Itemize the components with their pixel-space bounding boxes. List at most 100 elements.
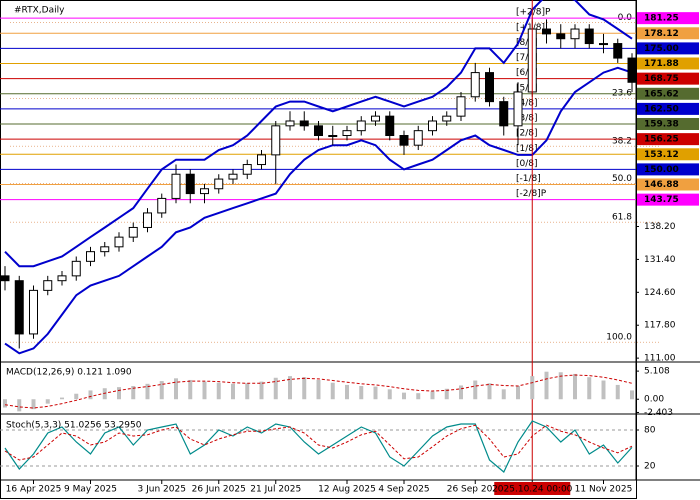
macd-bar [587,377,592,400]
candle-body [371,115,380,122]
macd-bar [3,399,7,408]
y-tick-label: 0.00 [644,395,664,405]
candle-body [157,197,167,214]
candle-body [627,57,637,83]
fib-label: 38.2 [612,137,632,147]
candle-body [356,120,366,132]
stoch-title: Stoch(5,3,3) 51.0256 53.2950 [6,421,142,431]
level-label: 150.00 [644,165,679,175]
level-badge [637,12,699,25]
level-tag: [1/8] [516,144,538,154]
candle-body [413,130,423,146]
fib-label: 100.0 [606,333,632,343]
x-tick-label: 21 Jul 2025 [250,485,301,495]
macd-bar [159,381,164,400]
chart-title: #RTX,Daily [14,6,65,16]
macd-bar [117,387,121,400]
macd-bar [231,383,235,400]
level-tag: [4/8] [516,98,538,108]
candle-body [57,275,67,282]
candle-body [499,101,509,127]
macd-bar [501,389,506,400]
level-label: 168.75 [644,74,679,84]
level-badge [637,178,699,191]
macd-bar [430,391,435,400]
level-badge [637,27,699,40]
candle-body [328,135,338,138]
level-badge [637,72,699,85]
macd-bar [74,393,79,400]
x-tick-label: 26 Sep 2025 [447,485,504,495]
candle-body [100,246,110,253]
y-tick-label: 138.20 [644,222,676,232]
macd-bar [459,385,463,400]
macd-bar [273,377,278,400]
candle-body [342,130,352,137]
candle-body [314,125,323,137]
candle-body [228,173,238,180]
candle-body [14,280,24,335]
candle-body [442,115,452,122]
macd-bar [202,381,207,400]
level-label: 175.00 [644,44,679,54]
macd-bar [359,386,364,400]
x-tick-label: 26 Jun 2025 [192,485,246,495]
level-badge [637,87,699,100]
candle-body [570,28,580,40]
macd-bar [601,380,606,400]
level-label: 181.25 [644,14,679,24]
level-badge [637,148,699,161]
macd-bar [302,377,307,400]
candle-body [285,120,295,127]
candle-body [86,251,95,262]
macd-bar [174,378,178,400]
candle-body [613,43,623,59]
macd-bar [630,390,634,400]
band-line [4,66,633,355]
candle-body [71,260,81,277]
x-tick-label: 12 Aug 2025 [318,485,376,495]
macd-bar [31,399,36,410]
candle-body [399,135,409,146]
stoch-main [4,420,633,473]
macd-bar [444,388,449,400]
macd-title: MACD(12,26,9) 0.121 1.090 [6,368,132,378]
level-badge [637,102,699,115]
macd-bar [373,386,378,400]
level-tag: [6/8] [516,68,538,78]
y-tick-label: 80 [644,426,656,436]
x-tick-label: 9 May 2025 [64,485,117,495]
level-badge [637,57,699,70]
x-tick-label: 4 Sep 2025 [378,485,429,495]
level-tag: [7/8] [516,53,538,63]
candle-body [214,178,224,190]
macd-bar [288,376,292,400]
level-tag: [0/8] [516,159,538,169]
level-label: 146.88 [644,180,679,190]
candle-body [271,125,281,156]
x-tick-label: 3 Jun 2025 [138,485,186,495]
crosshair-badge [494,482,571,495]
macd-bar [345,384,349,400]
x-tick-label: 11 Nov 2025 [575,485,633,495]
level-tag: [-1/8] [516,174,541,184]
candle-body [385,115,395,137]
candle-body [114,236,124,248]
level-label: 159.38 [644,119,679,129]
macd-bar [544,371,549,400]
y-tick-label: 124.60 [644,288,676,298]
level-label: 171.88 [644,59,679,69]
macd-bar [330,382,335,400]
candle-body [257,154,266,166]
y-tick-label: 111.00 [644,354,676,364]
level-label: 156.25 [644,135,679,145]
stoch-signal [4,424,633,461]
y-tick-label: 131.40 [644,255,676,265]
macd-bar [88,390,93,400]
macd-bar [102,388,107,400]
candle-body [128,226,138,238]
candle-body [200,188,209,195]
level-tag: [-2/8]P [516,189,547,199]
level-badge [637,133,699,146]
